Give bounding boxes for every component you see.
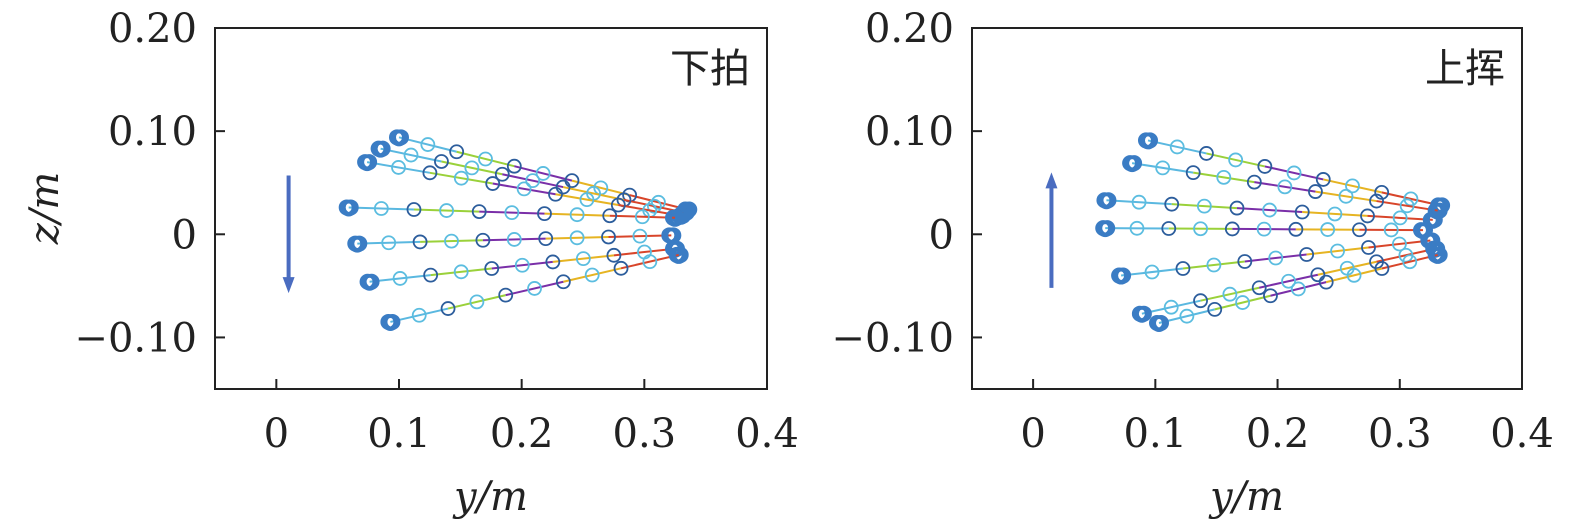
trajectory-segment [1201, 288, 1260, 301]
x-tick-label: 0.3 [1368, 411, 1432, 457]
series-line-4 [340, 201, 683, 225]
y-tick-label: 0.10 [865, 109, 954, 155]
trajectory-segment [1265, 166, 1323, 179]
y-tick-label: 0 [172, 212, 197, 258]
x-tick-label: 0.2 [490, 411, 554, 457]
trajectory-segment [563, 268, 621, 281]
trajectory-segment [492, 262, 553, 269]
trajectory-segment [1193, 173, 1254, 182]
trajectory-segment [1245, 255, 1307, 262]
series-line-3 [1098, 194, 1441, 228]
trajectory-segment [1254, 182, 1315, 191]
x-axis-label: y/m [452, 474, 528, 520]
x-tick-label: 0.4 [735, 411, 799, 457]
y-tick-label: −0.10 [74, 315, 197, 361]
y-tick-label: 0 [929, 212, 954, 258]
y-tick-label: 0.20 [108, 6, 197, 52]
trajectory-segment [1315, 192, 1376, 201]
arrow-head-icon [283, 277, 295, 293]
y-tick-label: 0.20 [865, 6, 954, 52]
y-tick-label: −0.10 [831, 315, 954, 361]
trajectory-segment [553, 255, 614, 262]
trajectory-segment [1206, 153, 1264, 166]
trajectory-segment [420, 240, 483, 242]
series-line-2 [1124, 157, 1447, 218]
panel-upstroke: 上挥 y/m 0 0.1 0.2 0.3 0.4 0.20 0.10 0 −0.10 [831, 6, 1553, 520]
trajectory-segment [1237, 208, 1302, 212]
panel-title: 上挥 [1425, 46, 1505, 92]
trajectory-segment [1302, 212, 1367, 216]
trajectory-segment [493, 184, 556, 195]
trajectory-segment [441, 161, 502, 174]
trajectory-segment [1307, 247, 1369, 254]
x-tick-label: 0.1 [1124, 411, 1188, 457]
trajectory-segment [479, 212, 544, 214]
trajectory-segment [1323, 179, 1381, 192]
trajectory-segment [1215, 296, 1271, 310]
panel-title: 下拍 [670, 46, 750, 92]
trajectory-segment [546, 237, 609, 239]
trajectory-segment [430, 173, 493, 184]
trajectory-segment [1172, 204, 1237, 208]
y-axis-label: z/m [22, 172, 68, 245]
x-axis-label: y/m [1208, 474, 1284, 520]
trajectory-segment [457, 152, 515, 166]
series-line-5 [349, 229, 680, 251]
trajectory-segment [431, 269, 492, 276]
panel-downstroke: 下拍 y/m z/m 0 0.1 0.2 0.3 0.4 0.20 0.10 0 −0.10 [22, 6, 799, 520]
series-line-4 [1097, 222, 1432, 238]
series-line-7 [382, 248, 687, 329]
x-tick-label: 0.3 [613, 411, 677, 457]
series-line-6 [1133, 242, 1443, 321]
trajectory-segment [448, 295, 506, 308]
arrow-head-icon [1045, 172, 1057, 188]
trajectory-segment [483, 239, 546, 241]
x-tick-label: 0.1 [367, 411, 431, 457]
x-tick-label: 0.2 [1246, 411, 1310, 457]
trajectory-segment [544, 214, 609, 216]
trajectory-segment [506, 282, 564, 295]
trajectory-segment [414, 210, 479, 212]
trajectory-segment [1183, 262, 1245, 269]
x-tick-label: 0 [1020, 411, 1045, 457]
y-tick-label: 0.10 [108, 109, 197, 155]
x-tick-label: 0 [264, 411, 289, 457]
x-tick-label: 0.4 [1490, 411, 1554, 457]
